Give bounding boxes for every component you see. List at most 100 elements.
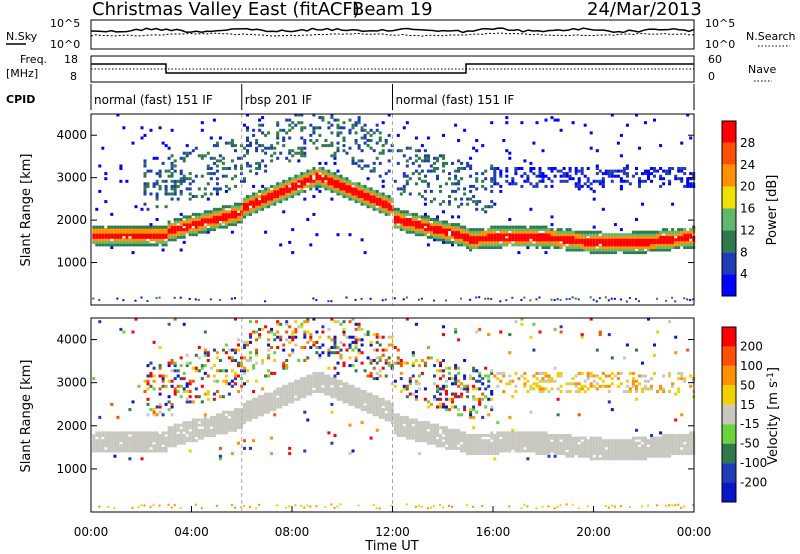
heatmap-cell <box>466 228 470 232</box>
heatmap-cell <box>243 410 246 414</box>
heatmap-cell <box>249 197 252 201</box>
heatmap-cell <box>532 434 536 437</box>
heatmap-cell <box>433 423 436 427</box>
heatmap-cell <box>146 446 150 450</box>
heatmap-cell <box>161 161 165 165</box>
heatmap-cell <box>143 233 147 237</box>
heatmap-cell <box>393 218 397 221</box>
heatmap-cell <box>221 218 225 221</box>
heatmap-cell <box>402 384 406 388</box>
heatmap-cell <box>206 374 210 378</box>
heatmap-cell <box>101 434 105 437</box>
heatmap-cell <box>249 210 252 214</box>
heatmap-cell <box>122 238 126 242</box>
heatmap-cell <box>324 382 328 386</box>
heatmap-cell <box>529 431 533 435</box>
heatmap-cell <box>568 246 572 249</box>
heatmap-cell <box>574 449 578 453</box>
heatmap-cell <box>158 364 162 368</box>
heatmap-cell <box>203 154 207 158</box>
heatmap-cell <box>212 426 216 430</box>
heatmap-cell <box>360 197 364 201</box>
heatmap-cell <box>417 228 421 232</box>
heatmap-cell <box>149 431 153 435</box>
heatmap-cell <box>261 400 265 404</box>
heatmap-cell <box>469 248 473 252</box>
heatmap-cell <box>532 374 536 378</box>
heatmap-cell <box>234 382 237 386</box>
heatmap-cell <box>333 172 337 176</box>
heatmap-cell <box>363 408 367 412</box>
heatmap-cell <box>463 431 467 435</box>
heatmap-cell <box>258 207 262 211</box>
heatmap-cell <box>276 192 280 196</box>
heatmap-cell <box>656 230 660 234</box>
heatmap-cell <box>625 251 629 255</box>
heatmap-cell <box>324 169 328 173</box>
heatmap-cell <box>601 251 605 255</box>
heatmap-cell <box>197 369 201 373</box>
heatmap-cell <box>369 371 373 375</box>
heatmap-cell <box>659 144 663 148</box>
heatmap-cell <box>535 298 538 301</box>
heatmap-cell <box>149 225 153 229</box>
heatmap-cell <box>631 439 635 443</box>
heatmap-cell <box>653 452 656 456</box>
heatmap-cell <box>448 444 451 448</box>
heatmap-cell <box>197 423 201 427</box>
heatmap-cell <box>659 246 663 249</box>
heatmap-cell <box>369 195 373 198</box>
heatmap-cell <box>607 246 611 249</box>
heatmap-cell <box>212 161 216 165</box>
heatmap-cell <box>523 384 527 388</box>
heatmap-cell <box>439 405 442 409</box>
heatmap-cell <box>276 133 280 137</box>
heatmap-cell <box>125 233 129 237</box>
heatmap-cell <box>616 238 620 242</box>
heatmap-cell <box>224 212 228 216</box>
heatmap-cell <box>203 215 207 219</box>
heatmap-cell <box>656 243 660 247</box>
heatmap-cell <box>466 246 470 249</box>
heatmap-cell <box>255 379 259 383</box>
heatmap-cell <box>653 174 656 178</box>
heatmap-cell <box>164 240 168 244</box>
heatmap-cell <box>662 238 666 242</box>
heatmap-cell <box>402 212 406 216</box>
heatmap-cell <box>520 431 524 435</box>
heatmap-cell <box>110 233 114 237</box>
heatmap-cell <box>511 243 515 247</box>
heatmap-cell <box>580 248 584 252</box>
heatmap-cell <box>167 174 171 178</box>
heatmap-cell <box>478 374 482 378</box>
heatmap-cell <box>487 333 491 337</box>
heatmap-cell <box>613 223 617 227</box>
heatmap-cell <box>460 235 464 239</box>
heatmap-cell <box>638 300 640 303</box>
heatmap-cell <box>264 408 268 412</box>
heatmap-cell <box>656 233 660 237</box>
heatmap-cell <box>203 220 207 224</box>
heatmap-cell <box>490 179 494 183</box>
heatmap-cell <box>167 395 171 399</box>
heatmap-cell <box>565 503 568 506</box>
heatmap-cell <box>683 228 687 232</box>
heatmap-cell <box>158 126 162 130</box>
heatmap-cell <box>116 446 120 450</box>
heatmap-cell <box>152 374 156 378</box>
heatmap-cell <box>619 248 623 252</box>
heatmap-cell <box>541 446 545 450</box>
heatmap-cell <box>261 207 265 211</box>
heatmap-cell <box>448 195 451 198</box>
heatmap-cell <box>520 449 524 453</box>
heatmap-cell <box>523 441 527 445</box>
heatmap-cell <box>399 218 403 221</box>
heatmap-cell <box>300 136 304 140</box>
heatmap-cell <box>589 146 593 150</box>
heatmap-cell <box>288 452 292 456</box>
heatmap-cell <box>330 441 334 445</box>
heatmap-cell <box>493 240 497 244</box>
heatmap-cell <box>218 457 222 461</box>
heatmap-cell <box>143 225 147 229</box>
heatmap-cell <box>683 240 687 244</box>
